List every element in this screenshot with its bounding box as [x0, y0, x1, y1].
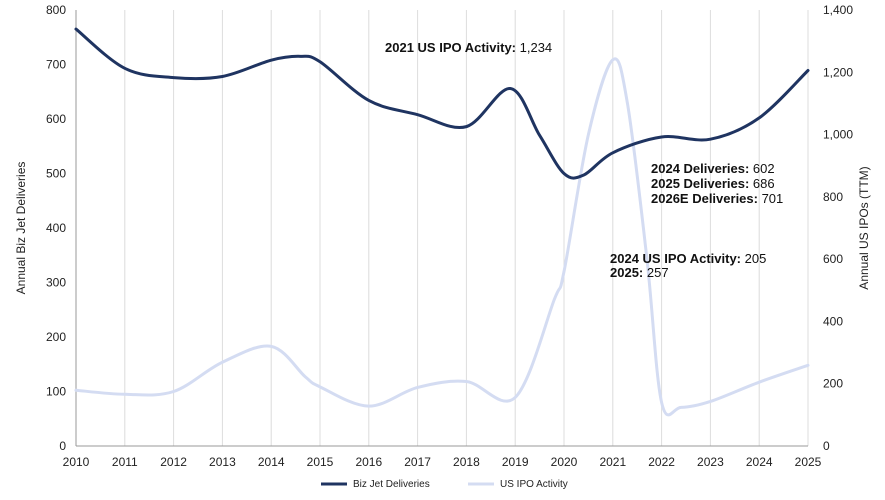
x-tick-label: 2010	[63, 455, 90, 469]
x-tick-label: 2011	[112, 455, 138, 469]
grid-lines	[75, 10, 809, 446]
x-tick-label: 2012	[160, 455, 187, 469]
x-tick-label: 2018	[453, 455, 480, 469]
annotations: 2021 US IPO Activity: 1,234 2024 Deliveri…	[385, 40, 783, 280]
annotation-label: 2024 Deliveries: 602	[651, 161, 775, 176]
x-tick-label: 2025	[795, 455, 822, 469]
right-tick-label: 1,000	[823, 128, 853, 142]
right-axis-title: Annual US IPOs (TTM)	[857, 166, 871, 289]
x-tick-label: 2022	[648, 455, 675, 469]
x-tick-label: 2015	[307, 455, 334, 469]
right-tick-label: 1,200	[823, 65, 853, 79]
series-line-us-ipo-activity	[74, 57, 810, 417]
left-tick-label: 500	[46, 167, 66, 181]
legend-label: Biz Jet Deliveries	[353, 479, 430, 490]
legend-label: US IPO Activity	[500, 479, 568, 490]
right-tick-label: 800	[823, 190, 843, 204]
axis-titles: Annual Biz Jet Deliveries Annual US IPOs …	[14, 162, 871, 295]
right-tick-label: 600	[823, 252, 843, 266]
x-tick-label: 2017	[404, 455, 431, 469]
x-tick-label: 2024	[746, 455, 773, 469]
left-tick-label: 800	[46, 3, 66, 17]
annotation-label: 2024 US IPO Activity: 205	[610, 251, 766, 266]
x-tick-label: 2021	[599, 455, 626, 469]
x-tick-label: 2023	[697, 455, 724, 469]
right-tick-label: 0	[823, 439, 830, 453]
annotation-label: 2021 US IPO Activity: 1,234	[385, 40, 552, 55]
x-tick-label: 2016	[355, 455, 382, 469]
series-lines	[74, 27, 810, 417]
annotation-label: 2025 Deliveries: 686	[651, 176, 775, 191]
right-tick-label: 400	[823, 314, 843, 328]
x-tick-label: 2019	[502, 455, 529, 469]
x-tick-label: 2014	[258, 455, 285, 469]
x-tick-label: 2013	[209, 455, 236, 469]
left-tick-label: 300	[46, 276, 66, 290]
left-tick-label: 200	[46, 330, 66, 344]
right-tick-label: 200	[823, 377, 843, 391]
axes	[75, 10, 808, 447]
right-tick-label: 1,400	[823, 3, 853, 17]
annotation-label: 2026E Deliveries: 701	[651, 191, 783, 206]
left-tick-label: 100	[46, 385, 66, 399]
x-tick-label: 2020	[551, 455, 578, 469]
tick-labels: 0 100 200 300 400 500 600 700 800 0 200 400 600 800 1,…	[46, 3, 853, 469]
left-tick-label: 700	[46, 58, 66, 72]
annotation-label: 2025: 257	[610, 265, 669, 280]
legend: Biz Jet Deliveries US IPO Activity	[321, 479, 568, 490]
left-tick-label: 600	[46, 112, 66, 126]
series-line-biz-jet-deliveries	[74, 27, 810, 180]
left-tick-label: 400	[46, 221, 66, 235]
left-axis-title: Annual Biz Jet Deliveries	[14, 162, 28, 295]
left-tick-label: 0	[59, 439, 66, 453]
